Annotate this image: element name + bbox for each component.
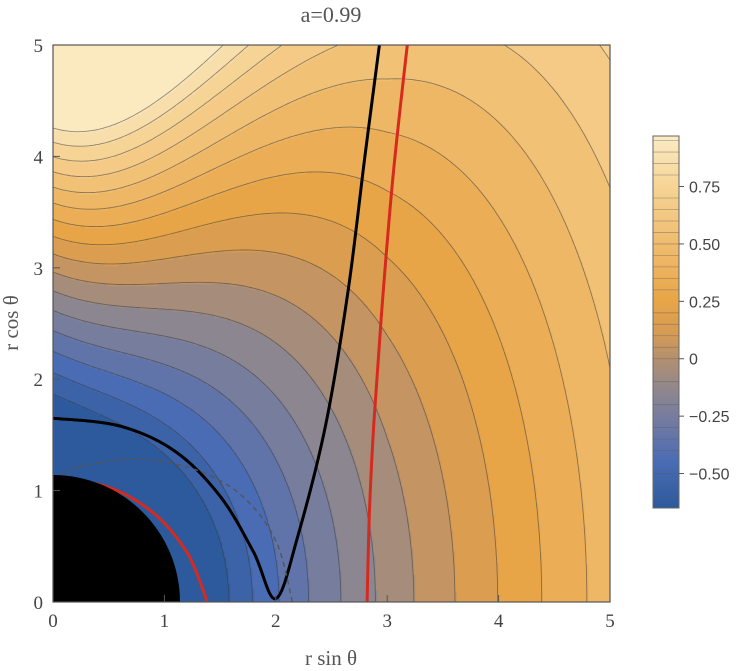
- contour-lines: [53, 45, 610, 602]
- contour-level-line: [53, 393, 230, 602]
- x-tick-label: 0: [48, 611, 58, 632]
- x-axis-title: r sin θ: [305, 646, 357, 670]
- plot-area: [53, 45, 610, 602]
- dashed-curve: [53, 458, 294, 602]
- colorbar-tick-label: 0.25: [689, 294, 720, 311]
- y-tick-label: 2: [34, 370, 44, 391]
- x-tick-label: 1: [160, 611, 170, 632]
- colorbar-tick-label: 0: [689, 352, 698, 369]
- highlight-curve: [53, 45, 381, 601]
- contour-level-line: [53, 45, 610, 162]
- y-tick-label: 4: [34, 147, 44, 168]
- contour-level-line: [53, 78, 610, 369]
- contour-level-line: [53, 212, 499, 602]
- colorbar-gradient: [652, 135, 680, 509]
- x-axis: 0 1 2 3 4 5: [48, 595, 615, 632]
- highlight-curve: [365, 45, 409, 602]
- contour-level-line: [53, 45, 250, 147]
- contour-level-line: [53, 309, 342, 602]
- colorbar-tick-label: −0.25: [689, 409, 730, 426]
- colorbar-ticks: 0.75 0.50 0.25 0 −0.25 −0.50: [679, 180, 730, 484]
- y-tick-label: 1: [34, 482, 44, 503]
- y-tick-label: 0: [34, 593, 44, 614]
- contour-level-line: [53, 249, 456, 602]
- x-tick-label: 2: [271, 611, 281, 632]
- black-hole-horizon: [53, 475, 180, 602]
- colorbar: 0.75 0.50 0.25 0 −0.25 −0.50: [652, 135, 730, 509]
- y-tick-label: 3: [34, 259, 44, 280]
- contour-level-line: [53, 330, 310, 602]
- x-tick-label: 3: [382, 611, 392, 632]
- y-axis: 0 1 2 3 4 5: [34, 36, 60, 614]
- colorbar-level-lines: [653, 140, 679, 497]
- contour-level-line: [53, 290, 376, 602]
- x-tick-label: 4: [494, 611, 504, 632]
- x-tick-label: 5: [605, 611, 615, 632]
- colorbar-tick-label: 0.75: [689, 180, 720, 197]
- y-tick-label: 5: [34, 36, 44, 57]
- contour-level-line: [53, 372, 253, 602]
- contour-level-line: [53, 45, 224, 133]
- colorbar-tick-label: −0.50: [689, 467, 730, 484]
- chart-title: a=0.99: [301, 2, 362, 27]
- contour-fill: [53, 45, 610, 602]
- contour-level-line: [53, 45, 610, 188]
- colorbar-tick-label: 0.50: [689, 237, 720, 254]
- plot-frame: [52, 44, 611, 603]
- y-axis-title: r cos θ: [0, 295, 23, 351]
